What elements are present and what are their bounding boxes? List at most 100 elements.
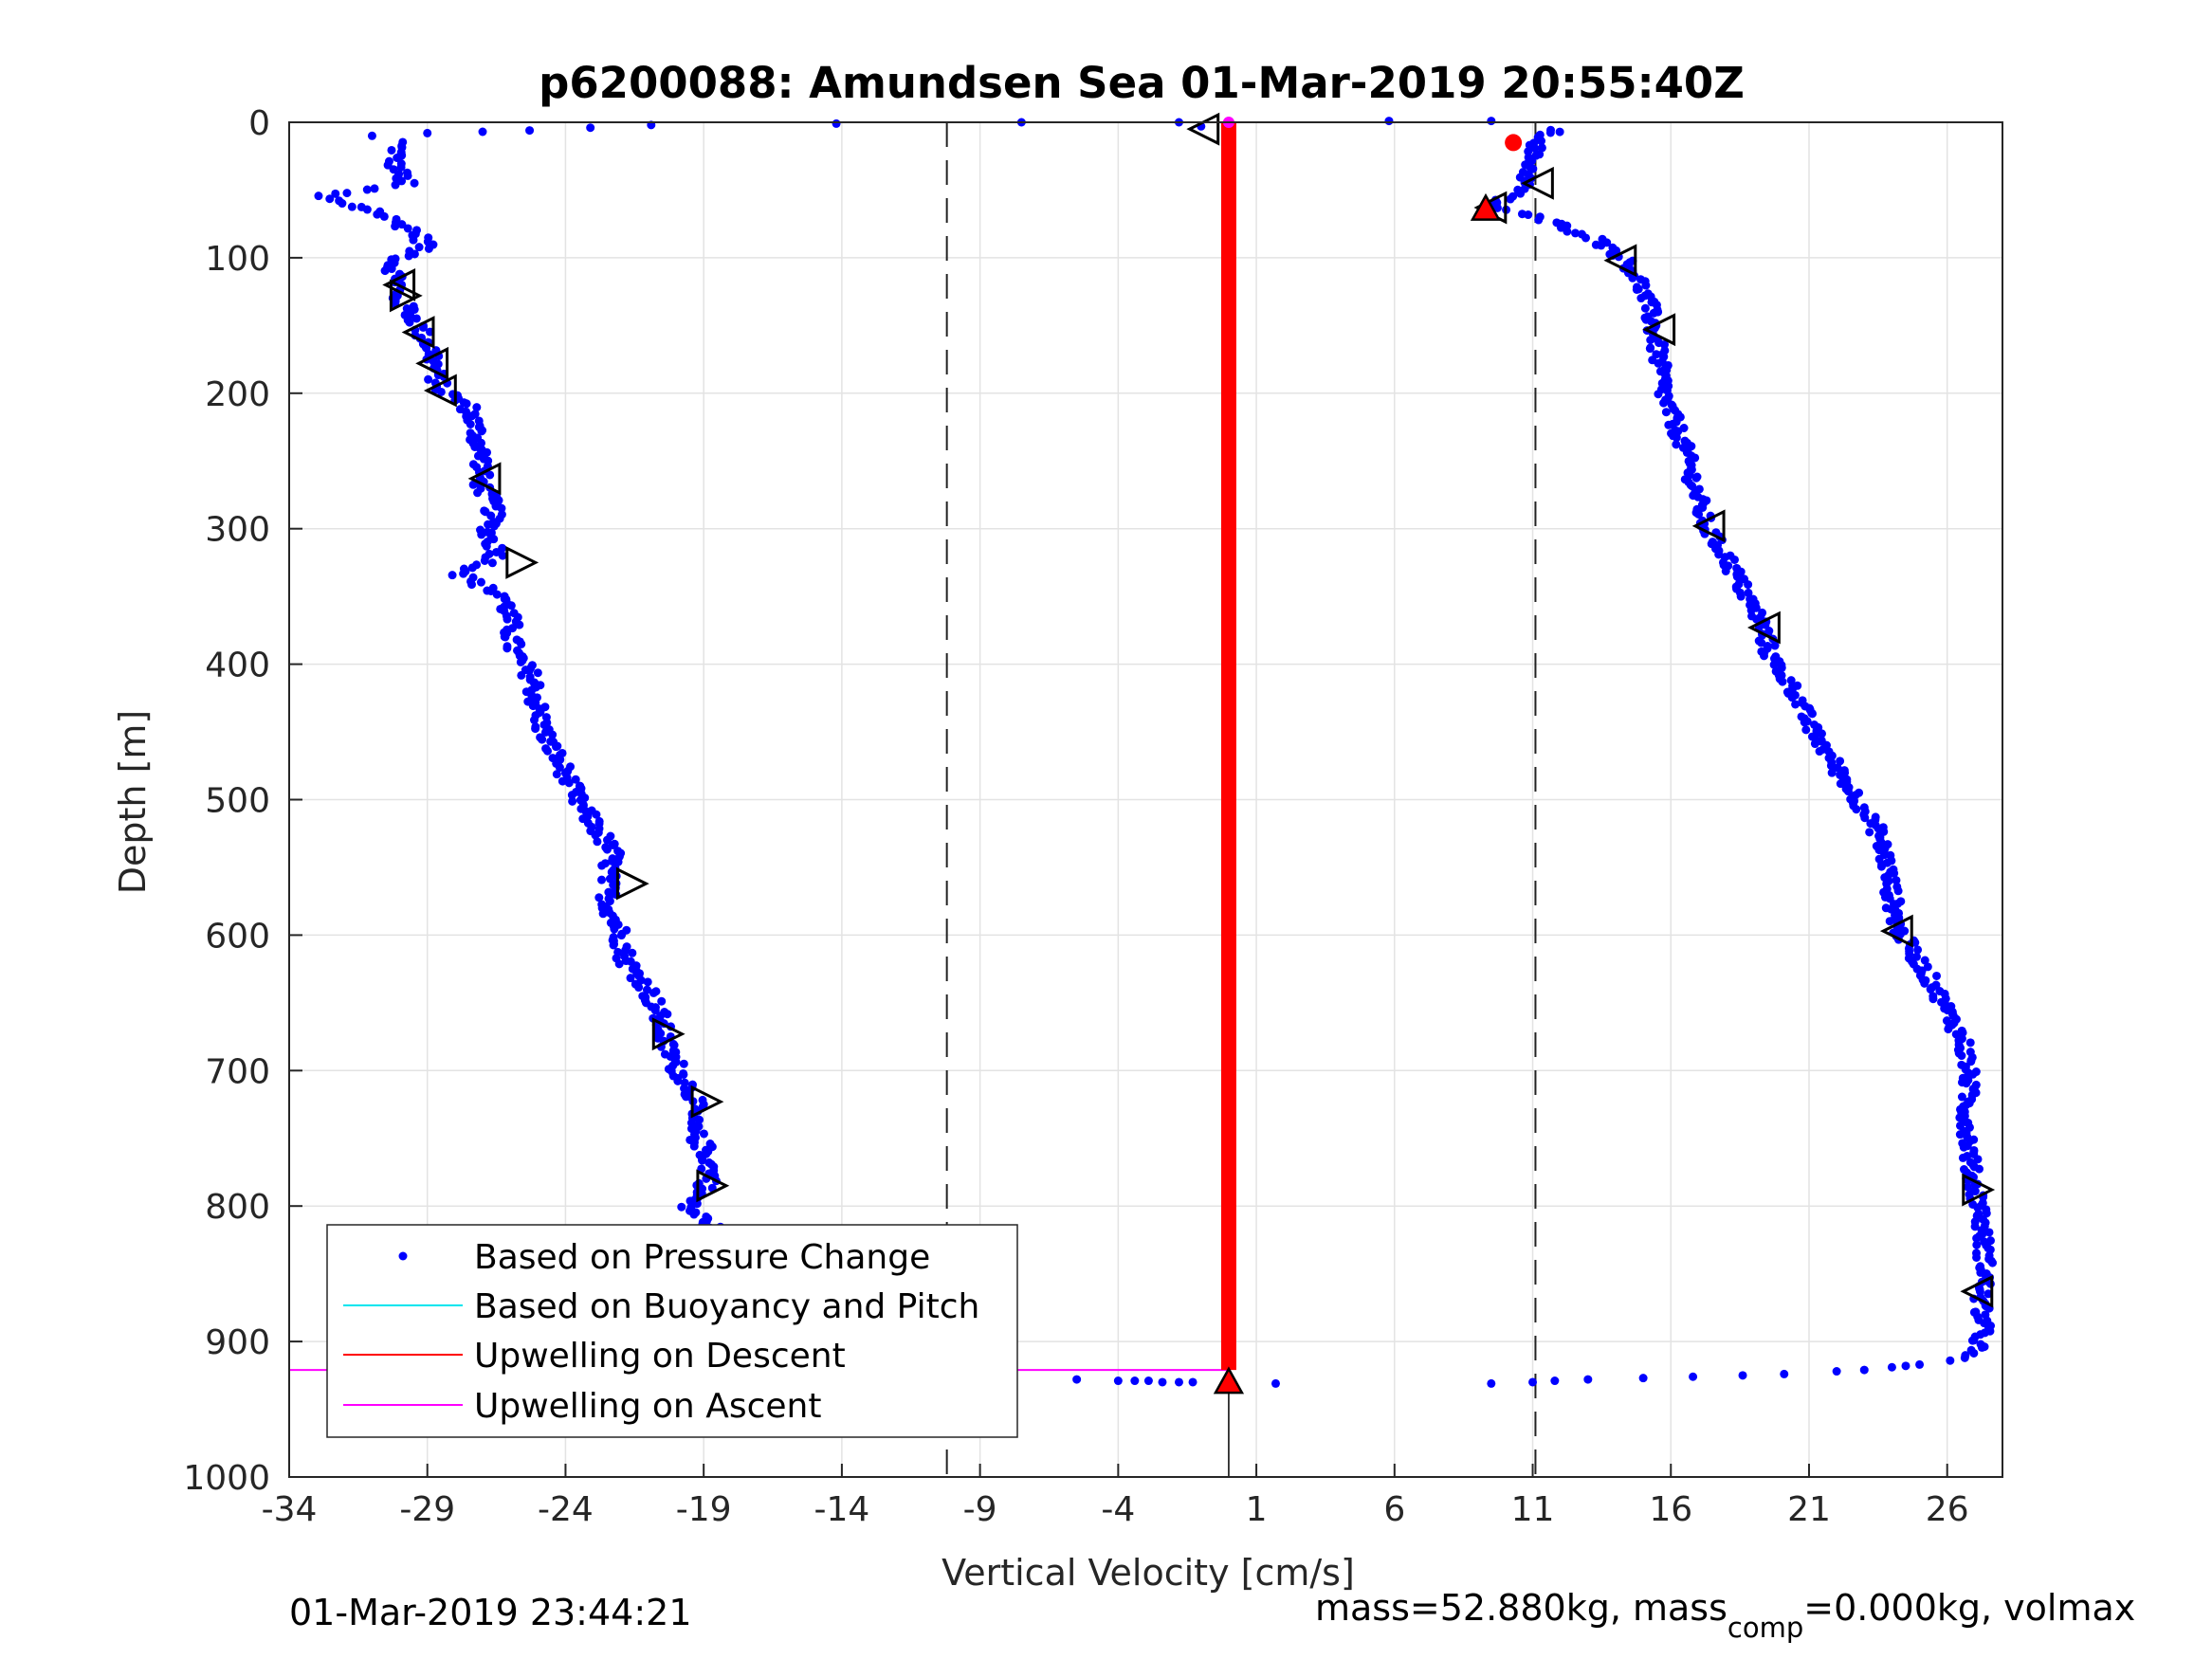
red-triangle-marker (1470, 192, 1502, 221)
pressure-point (517, 670, 526, 680)
pressure-point (1915, 1359, 1925, 1369)
pressure-point (1984, 1228, 1994, 1237)
pressure-point (1832, 1367, 1841, 1376)
pressure-point (1659, 398, 1669, 408)
direction-triangle-marker (467, 462, 502, 496)
pressure-point (1537, 137, 1546, 146)
pressure-point (1487, 117, 1496, 126)
legend-label: Based on Pressure Change (474, 1238, 930, 1277)
pressure-point (1752, 614, 1762, 624)
x-tick-label: 11 (1511, 1490, 1555, 1529)
pressure-point (663, 1010, 672, 1019)
direction-triangle-marker (401, 316, 435, 349)
pressure-point (1836, 779, 1845, 789)
x-tick-label: 16 (1649, 1490, 1692, 1529)
pressure-point (649, 988, 658, 997)
pressure-point (657, 996, 667, 1006)
pressure-point (1143, 1376, 1153, 1386)
legend-item-buoyancy: Based on Buoyancy and Pitch (343, 1287, 979, 1326)
pressure-point (1583, 1375, 1593, 1384)
pressure-point (387, 264, 396, 274)
direction-triangle-marker (1603, 244, 1637, 278)
pressure-point (571, 775, 580, 784)
pressure-point (1968, 1069, 1978, 1079)
pressure-point (1664, 420, 1673, 429)
pressure-point (498, 551, 507, 560)
y-tick-label: 900 (205, 1323, 270, 1362)
pressure-point (1982, 1209, 1991, 1218)
pressure-point (468, 480, 478, 489)
pressure-point (1972, 1252, 1982, 1262)
direction-triangle-marker (696, 1169, 730, 1203)
pressure-point (1636, 294, 1646, 303)
pressure-point (424, 374, 433, 384)
pressure-point (480, 556, 489, 565)
pressure-point (650, 1006, 660, 1015)
pressure-point (506, 601, 516, 611)
pressure-point (1807, 709, 1817, 719)
pressure-point (1963, 1182, 1972, 1192)
pressure-point (1885, 917, 1894, 926)
x-tick-label: 21 (1787, 1490, 1831, 1529)
pressure-point (1929, 994, 1938, 1004)
pressure-point (1550, 1376, 1560, 1386)
pressure-point (1962, 1079, 1971, 1088)
pressure-point (1893, 886, 1903, 896)
direction-triangle-marker (1642, 313, 1676, 347)
pressure-point (1581, 233, 1591, 243)
direction-triangle-marker (423, 374, 457, 408)
y-tick-label: 100 (205, 240, 270, 279)
pressure-point (485, 470, 495, 480)
pressure-point (1955, 1130, 1965, 1139)
pressure-point (1969, 1348, 1979, 1358)
pressure-point (342, 189, 352, 198)
pressure-point (689, 1141, 699, 1151)
y-tick-label: 600 (205, 917, 270, 956)
x-axis-label: Vertical Velocity [cm/s] (941, 1552, 1355, 1594)
pressure-point (338, 199, 347, 209)
pressure-point (314, 191, 323, 201)
mass-prefix: mass=52.880kg, mass (1315, 1587, 1728, 1629)
pressure-point (673, 1076, 683, 1085)
pressure-point (1977, 1342, 1986, 1352)
pressure-point (1640, 303, 1650, 313)
y-tick-label: 500 (205, 782, 270, 821)
pressure-point (391, 222, 400, 231)
pressure-point (552, 770, 561, 779)
pressure-point (1836, 757, 1845, 766)
pressure-point (1913, 945, 1923, 955)
pressure-point (1901, 1361, 1910, 1371)
pressure-point (1113, 1376, 1123, 1386)
pressure-point (568, 796, 577, 806)
pressure-point (1760, 651, 1769, 661)
pressure-point (642, 985, 651, 994)
pressure-point (1932, 971, 1942, 980)
pressure-point (1983, 1289, 1993, 1299)
y-tick-label: 300 (205, 511, 270, 550)
pressure-point (616, 931, 626, 940)
pressure-point (524, 665, 534, 675)
pressure-point (548, 730, 558, 739)
pressure-point (1556, 223, 1565, 232)
pressure-point (1736, 592, 1746, 601)
pressure-point (1528, 1377, 1538, 1387)
pressure-point (1965, 1038, 1975, 1048)
pressure-point (643, 977, 652, 987)
pressure-point (1130, 1376, 1140, 1386)
direction-triangle-marker (1691, 509, 1726, 543)
pressure-point (391, 180, 400, 190)
pressure-point (1641, 281, 1651, 290)
pressure-point (689, 1210, 699, 1219)
pressure-point (1973, 1155, 1983, 1164)
direction-triangle-marker (415, 346, 449, 380)
pressure-point (380, 266, 390, 276)
pressure-point (1721, 566, 1730, 575)
legend-item-ascent: Upwelling on Ascent (343, 1387, 821, 1426)
pressure-point (1920, 978, 1929, 988)
pressure-point (1744, 580, 1753, 590)
pressure-point (1833, 763, 1842, 773)
pressure-point (1661, 408, 1671, 417)
pressure-point (517, 639, 526, 648)
pressure-point (540, 727, 550, 737)
